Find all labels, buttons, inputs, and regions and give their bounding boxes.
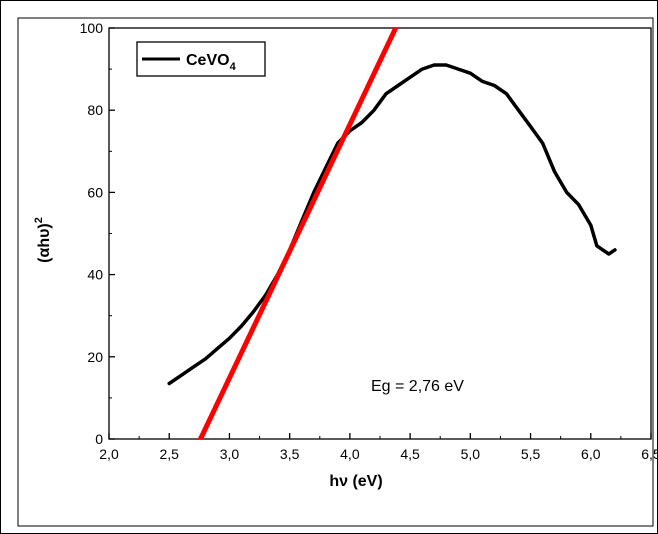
y-tick-label: 60 <box>87 184 103 200</box>
legend-label: CeVO4 <box>186 52 237 73</box>
x-axis: 2,0 2,5 3,0 3,5 4,0 4,5 5,0 5,5 6,0 6,5 <box>99 433 658 462</box>
x-axis-title: hν (eV) <box>329 473 382 490</box>
y-tick-label: 20 <box>87 349 103 365</box>
x-tick-label: 5,5 <box>521 446 541 462</box>
x-tick-label: 3,0 <box>220 446 240 462</box>
legend-label-subscript: 4 <box>230 61 237 73</box>
x-tick-label: 6,0 <box>581 446 601 462</box>
y-tick-label: 40 <box>87 267 103 283</box>
band-gap-annotation: Eg = 2,76 eV <box>371 378 464 395</box>
x-tick-label: 3,5 <box>280 446 300 462</box>
y-axis-title-superscript: 2 <box>33 217 45 223</box>
x-tick-label: 4,5 <box>400 446 420 462</box>
plot-area: 2,0 2,5 3,0 3,5 4,0 4,5 5,0 5,5 6,0 6,5 0 20 40 60 80… <box>80 20 658 462</box>
series-layer <box>167 28 617 439</box>
legend: CeVO4 <box>136 41 266 77</box>
y-axis: 0 20 40 60 80 100 <box>80 20 115 447</box>
y-tick-label: 100 <box>80 20 104 36</box>
tauc-fit-line <box>198 28 399 439</box>
y-tick-label: 80 <box>87 102 103 118</box>
y-axis-title: (αhυ)2 <box>33 217 53 263</box>
y-axis-title-main: (αhυ) <box>36 223 53 263</box>
x-tick-label: 4,0 <box>340 446 360 462</box>
y-tick-label: 0 <box>95 431 103 447</box>
x-tick-label: 5,0 <box>461 446 481 462</box>
legend-label-main: CeVO <box>186 52 230 69</box>
page-border <box>17 17 654 527</box>
x-tick-label: 2,5 <box>159 446 179 462</box>
x-tick-label: 2,0 <box>99 446 119 462</box>
x-tick-label: 6,5 <box>641 446 658 462</box>
absorption-curve <box>167 63 617 386</box>
